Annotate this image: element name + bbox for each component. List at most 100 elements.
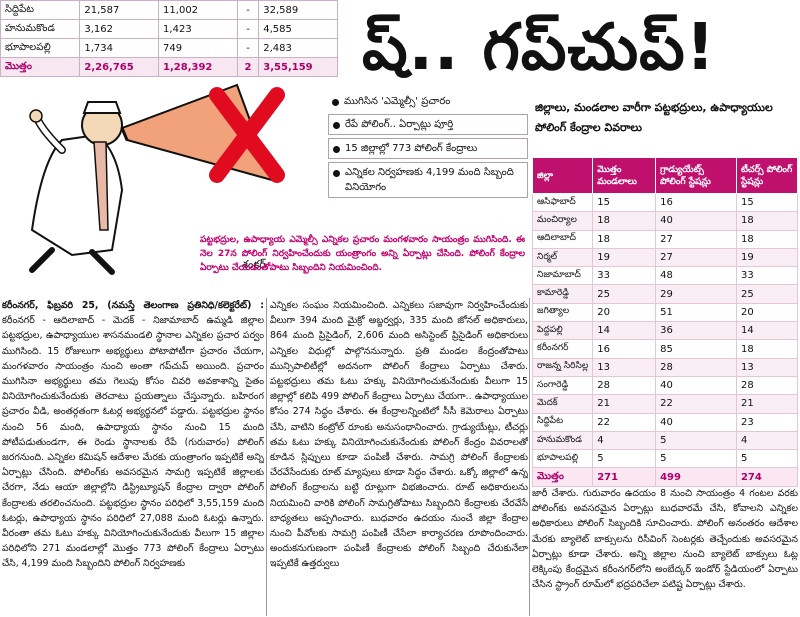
table-cell: 3,55,159 — [258, 57, 338, 77]
table-row: మెదక్‌ 21 22 21 — [531, 394, 799, 414]
district-cell: సిద్దిపేట — [531, 412, 594, 432]
table-cell: 4 — [592, 430, 657, 451]
district-cell: సంగారెడ్డి — [531, 375, 594, 396]
table-cell: 15 — [592, 192, 657, 213]
table-cell: 25 — [735, 284, 799, 304]
table-cell: 28 — [735, 375, 799, 396]
table-cell: 499 — [655, 467, 737, 487]
table-row: ఆసిఫాబాద్‌ 15 16 15 — [531, 192, 799, 213]
column-header: టీచర్స్‌ పోలింగ్‌ స్టేషన్లు — [735, 157, 799, 194]
table-row: కామారెడ్డి 25 29 25 — [531, 284, 799, 304]
district-cell: కామారెడ్డి — [531, 284, 594, 304]
bullet-dot-icon — [333, 170, 340, 177]
bullet-item: 15 జిల్లాల్లో 773 పోలింగ్‌ కేంద్రాలు — [328, 138, 528, 159]
table-row: రాజన్న సిరిసిల్ల 13 28 13 — [531, 357, 799, 377]
column-header: జిల్లా — [531, 157, 594, 194]
table-row: నిర్మల్‌ 19 27 19 — [531, 247, 799, 268]
table-cell: 48 — [655, 266, 737, 286]
table-cell: 20 — [592, 302, 657, 323]
table-cell: 33 — [592, 266, 657, 286]
article-column-1: కరీంనగర్‌, ఫిబ్రవరి 25, (నమస్తే తెలంగాణ … — [2, 298, 264, 616]
cartoonist-signature: శంకర్ — [242, 258, 266, 271]
table-cell: 21,587 — [79, 0, 160, 20]
table-cell: 13 — [592, 357, 657, 377]
district-cell: మంచిర్యాల — [531, 211, 594, 231]
table-row: సంగారెడ్డి 28 40 28 — [531, 375, 799, 396]
table-cell: 21 — [592, 394, 657, 414]
column-header: గ్రాడ్యుయేట్స్‌ పోలింగ్‌ స్టేషన్లు — [655, 157, 737, 194]
dateline: కరీంనగర్‌, ఫిబ్రవరి 25, (నమస్తే తెలంగాణ … — [2, 300, 264, 311]
table-cell: 5 — [655, 449, 737, 469]
table-cell: 28 — [655, 357, 737, 377]
subheadline: జిల్లాలు, మండలాల వారీగా పట్టభద్రులు, ఉపా… — [535, 101, 773, 134]
table-header-row: జిల్లా మొత్తం మండలాలు గ్రాడ్యుయేట్స్‌ పో… — [531, 157, 799, 194]
voter-stats-table: సిద్దిపేట 21,587 11,002-32,589 హనుమకొండ 3,16… — [0, 0, 338, 77]
table-cell: 18 — [592, 229, 657, 249]
column-divider — [266, 298, 267, 616]
table-cell: 14 — [735, 321, 799, 341]
table-cell: 16 — [655, 192, 737, 213]
district-cell: మెదక్‌ — [531, 394, 594, 414]
table-cell: 18 — [735, 211, 799, 231]
table-cell: 16 — [592, 339, 657, 359]
table-cell: 13 — [735, 357, 799, 377]
table-cell: - — [236, 38, 260, 58]
table-cell: 40 — [655, 412, 737, 432]
table-cell: 33 — [735, 266, 799, 286]
table-cell: 11,002 — [158, 0, 238, 20]
district-polling-table: జిల్లా మొత్తం మండలాలు గ్రాడ్యుయేట్స్‌ పో… — [531, 157, 799, 487]
article-text: జారీ చేశారు. గురువారం ఉదయం 8 నుంచి సాయంత… — [532, 488, 798, 591]
table-cell: 51 — [655, 302, 737, 323]
bullet-item: ముగిసిన 'ఎమ్మెల్సీ' ప్రచారం — [328, 92, 528, 111]
table-cell: 1,734 — [79, 38, 160, 58]
table-cell: 3,162 — [79, 19, 160, 39]
table-row: పెద్దపల్లి 14 36 14 — [531, 321, 799, 341]
table-cell: 5 — [655, 430, 737, 451]
table-cell: హనుమకొండ — [0, 19, 81, 39]
intro-paragraph: పట్టభద్రుల, ఉపాధ్యాయ ఎమ్మెల్సీ ఎన్నికల ప… — [200, 235, 525, 273]
column-header: మొత్తం మండలాలు — [592, 157, 657, 194]
table-cell: 21 — [735, 394, 799, 414]
table-row: మొత్తం 2,26,765 1,28,392 2 3,55,159 — [0, 57, 338, 77]
table-cell: 85 — [655, 339, 737, 359]
table-cell: 1,28,392 — [158, 57, 238, 77]
table-cell: 2 — [236, 57, 260, 77]
table-cell: 4,585 — [258, 19, 338, 39]
table-row: మంచిర్యాల 18 40 18 — [531, 211, 799, 231]
table-cell: 1,423 — [158, 19, 238, 39]
district-cell: రాజన్న సిరిసిల్ల — [531, 357, 594, 377]
table-row: హనుమకొండ 4 5 4 — [531, 430, 799, 451]
district-cell: హనుమకొండ — [531, 430, 594, 451]
table-cell: 4 — [735, 430, 799, 451]
table-cell: 27 — [655, 229, 737, 249]
table-cell: 28 — [592, 375, 657, 396]
table-cell: సిద్దిపేట — [0, 0, 81, 20]
table-cell: 2,26,765 — [79, 57, 160, 77]
table-cell: 18 — [735, 339, 799, 359]
district-cell: నిర్మల్‌ — [531, 247, 594, 268]
table-cell: 749 — [158, 38, 238, 58]
district-cell: జగిత్యాల — [531, 302, 594, 323]
total-row: మొత్తం 271 499 274 — [531, 467, 799, 487]
table-cell: 32,589 — [258, 0, 338, 20]
table-cell: 274 — [735, 467, 799, 487]
table-cell: 25 — [592, 284, 657, 304]
table-cell: 19 — [592, 247, 657, 268]
table-cell: 19 — [735, 247, 799, 268]
table-cell: 5 — [735, 449, 799, 469]
table-row: సిద్దిపేట 21,587 11,002-32,589 — [0, 0, 338, 20]
district-cell: నిజామాబాద్‌ — [531, 266, 594, 286]
table-row: కరీంనగర్‌ 16 85 18 — [531, 339, 799, 359]
table-cell: 40 — [655, 211, 737, 231]
table-row: భూపాలపల్లి 5 5 5 — [531, 449, 799, 469]
table-cell: 40 — [655, 375, 737, 396]
cartoon-illustration: శంకర్ — [29, 83, 285, 275]
table-row: జగిత్యాల 20 51 20 — [531, 302, 799, 323]
table-row: భూపాలపల్లి 1,734 749-2,483 — [0, 38, 338, 58]
bullet-highlights: ముగిసిన 'ఎమ్మెల్సీ' ప్రచారం రేపే పోలింగ్… — [328, 92, 528, 198]
column-divider — [529, 298, 530, 616]
table-cell: 271 — [592, 467, 657, 487]
table-cell: - — [236, 0, 260, 20]
table-row: ఆదిలాబాద్‌ 18 27 18 — [531, 229, 799, 249]
table-cell: 22 — [655, 394, 737, 414]
